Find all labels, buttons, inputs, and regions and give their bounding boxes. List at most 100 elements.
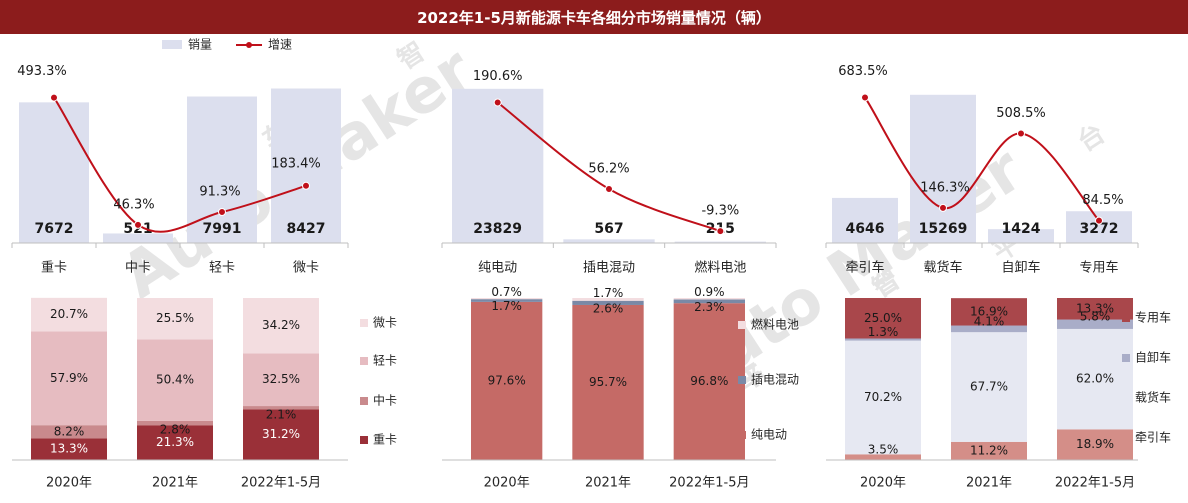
segment-label: 67.7% bbox=[970, 380, 1008, 394]
segment-label: 8.2% bbox=[54, 424, 85, 438]
bar bbox=[910, 94, 976, 244]
stack-segment bbox=[951, 325, 1027, 333]
bar bbox=[452, 88, 544, 244]
growth-label: 493.3% bbox=[17, 64, 67, 79]
category-label: 燃料电池 bbox=[694, 260, 746, 276]
segment-label: 20.7% bbox=[50, 307, 88, 321]
growth-point bbox=[1095, 216, 1103, 225]
stack-segment bbox=[845, 340, 921, 455]
stack-segment bbox=[471, 301, 543, 460]
segment-label: 0.7% bbox=[491, 285, 522, 299]
growth-point bbox=[1017, 129, 1025, 138]
bar-value-label: 8427 bbox=[287, 221, 326, 237]
growth-point bbox=[134, 220, 142, 229]
legend-label: 轻卡 bbox=[373, 354, 397, 368]
category-label: 2022年1-5月 bbox=[669, 476, 749, 491]
segment-label: 31.2% bbox=[262, 427, 300, 441]
legend-label: 自卸车 bbox=[1135, 350, 1171, 365]
legend-swatch bbox=[1122, 354, 1130, 362]
bar bbox=[187, 96, 257, 243]
category-label: 重卡 bbox=[41, 260, 67, 276]
segment-label: 70.2% bbox=[864, 390, 902, 404]
growth-label: 146.3% bbox=[920, 180, 970, 195]
bar-value-label: 3272 bbox=[1080, 221, 1119, 237]
growth-line bbox=[53, 97, 307, 233]
legend-bar-label: 销量 bbox=[188, 38, 212, 52]
stack-segment bbox=[845, 454, 921, 460]
segment-label: 34.2% bbox=[262, 318, 300, 332]
segment-label: 1.7% bbox=[491, 299, 522, 313]
legend-label: 重卡 bbox=[373, 433, 397, 447]
category-label: 插电混动 bbox=[583, 261, 635, 276]
segment-label: 4.1% bbox=[974, 314, 1005, 328]
stack-segment bbox=[951, 441, 1027, 460]
stack-segment bbox=[137, 425, 213, 460]
growth-point bbox=[302, 181, 310, 190]
segment-label: 2.3% bbox=[694, 300, 725, 314]
top-chart: 4646 牵引车 15269 载货车 1424 自卸车 3272 专用车 683.5% 146.3… bbox=[825, 64, 1139, 276]
bar-value-label: 4646 bbox=[846, 221, 885, 237]
stack-segment bbox=[1057, 298, 1133, 320]
legend-swatch bbox=[360, 436, 368, 444]
segment-label: 1.3% bbox=[868, 325, 899, 339]
legend-label: 牵引车 bbox=[1135, 430, 1171, 445]
stack-segment bbox=[673, 303, 745, 460]
segment-label: 3.5% bbox=[868, 443, 899, 457]
growth-point bbox=[605, 184, 613, 193]
stack-segment bbox=[951, 298, 1027, 326]
segment-label: 13.3% bbox=[1076, 301, 1114, 315]
category-label: 纯电动 bbox=[478, 261, 517, 276]
category-label: 牵引车 bbox=[845, 260, 884, 276]
legend-label: 插电混动 bbox=[751, 373, 799, 387]
growth-label: 183.4% bbox=[271, 156, 321, 171]
legend-line-marker bbox=[246, 42, 252, 48]
page-title: 2022年1-5月新能源卡车各细分市场销量情况（辆） bbox=[0, 0, 1188, 34]
growth-label: 683.5% bbox=[838, 64, 888, 79]
growth-label: 56.2% bbox=[588, 161, 629, 176]
segment-label: 25.0% bbox=[864, 311, 902, 325]
legend-swatch bbox=[738, 431, 746, 439]
segment-label: 18.9% bbox=[1076, 437, 1114, 451]
stack-segment bbox=[951, 332, 1027, 442]
stacked-chart: 2020年 2021年 2022年1-5月97.6%1.7%0.7%95.7%2.6… bbox=[442, 285, 799, 491]
legend-swatch bbox=[360, 397, 368, 405]
segment-label: 97.6% bbox=[488, 373, 526, 387]
growth-point bbox=[493, 98, 502, 107]
bar bbox=[19, 102, 89, 243]
growth-label: 91.3% bbox=[199, 185, 240, 200]
segment-label: 21.3% bbox=[156, 435, 194, 449]
stack-segment bbox=[471, 298, 543, 300]
bar bbox=[832, 197, 898, 243]
category-label: 中卡 bbox=[125, 261, 151, 276]
category-label: 载货车 bbox=[923, 260, 962, 276]
stack-segment bbox=[572, 304, 644, 460]
stack-segment bbox=[572, 300, 644, 305]
top-legend: 销量 增速 bbox=[162, 38, 292, 52]
growth-label: 508.5% bbox=[996, 106, 1046, 121]
stack-segment bbox=[1057, 328, 1133, 430]
legend-label: 载货车 bbox=[1135, 390, 1171, 405]
category-label: 2022年1-5月 bbox=[1055, 476, 1135, 491]
legend-label: 中卡 bbox=[373, 393, 397, 408]
category-label: 2020年 bbox=[484, 476, 530, 491]
stack-segment bbox=[243, 406, 319, 410]
bar bbox=[988, 229, 1054, 243]
category-label: 微卡 bbox=[293, 261, 319, 276]
stack-segment bbox=[673, 298, 745, 300]
stack-segment bbox=[31, 438, 107, 460]
stack-segment bbox=[1057, 319, 1133, 329]
growth-point bbox=[861, 93, 869, 102]
legend-swatch bbox=[360, 357, 368, 365]
category-label: 2020年 bbox=[46, 476, 92, 491]
legend-bar-swatch bbox=[162, 40, 182, 49]
legend-swatch bbox=[738, 321, 746, 329]
segment-label: 96.8% bbox=[690, 374, 728, 388]
segment-label: 11.2% bbox=[970, 443, 1008, 457]
segment-label: 57.9% bbox=[50, 371, 88, 385]
bar-value-label: 23829 bbox=[473, 221, 522, 237]
legend-label: 燃料电池 bbox=[751, 317, 799, 332]
stacked-chart: 2020年 2021年 2022年1-5月 3.5% 70.2% 1.3%25.0% 11.… bbox=[826, 298, 1171, 491]
growth-line bbox=[864, 96, 1100, 222]
bar bbox=[563, 239, 655, 243]
